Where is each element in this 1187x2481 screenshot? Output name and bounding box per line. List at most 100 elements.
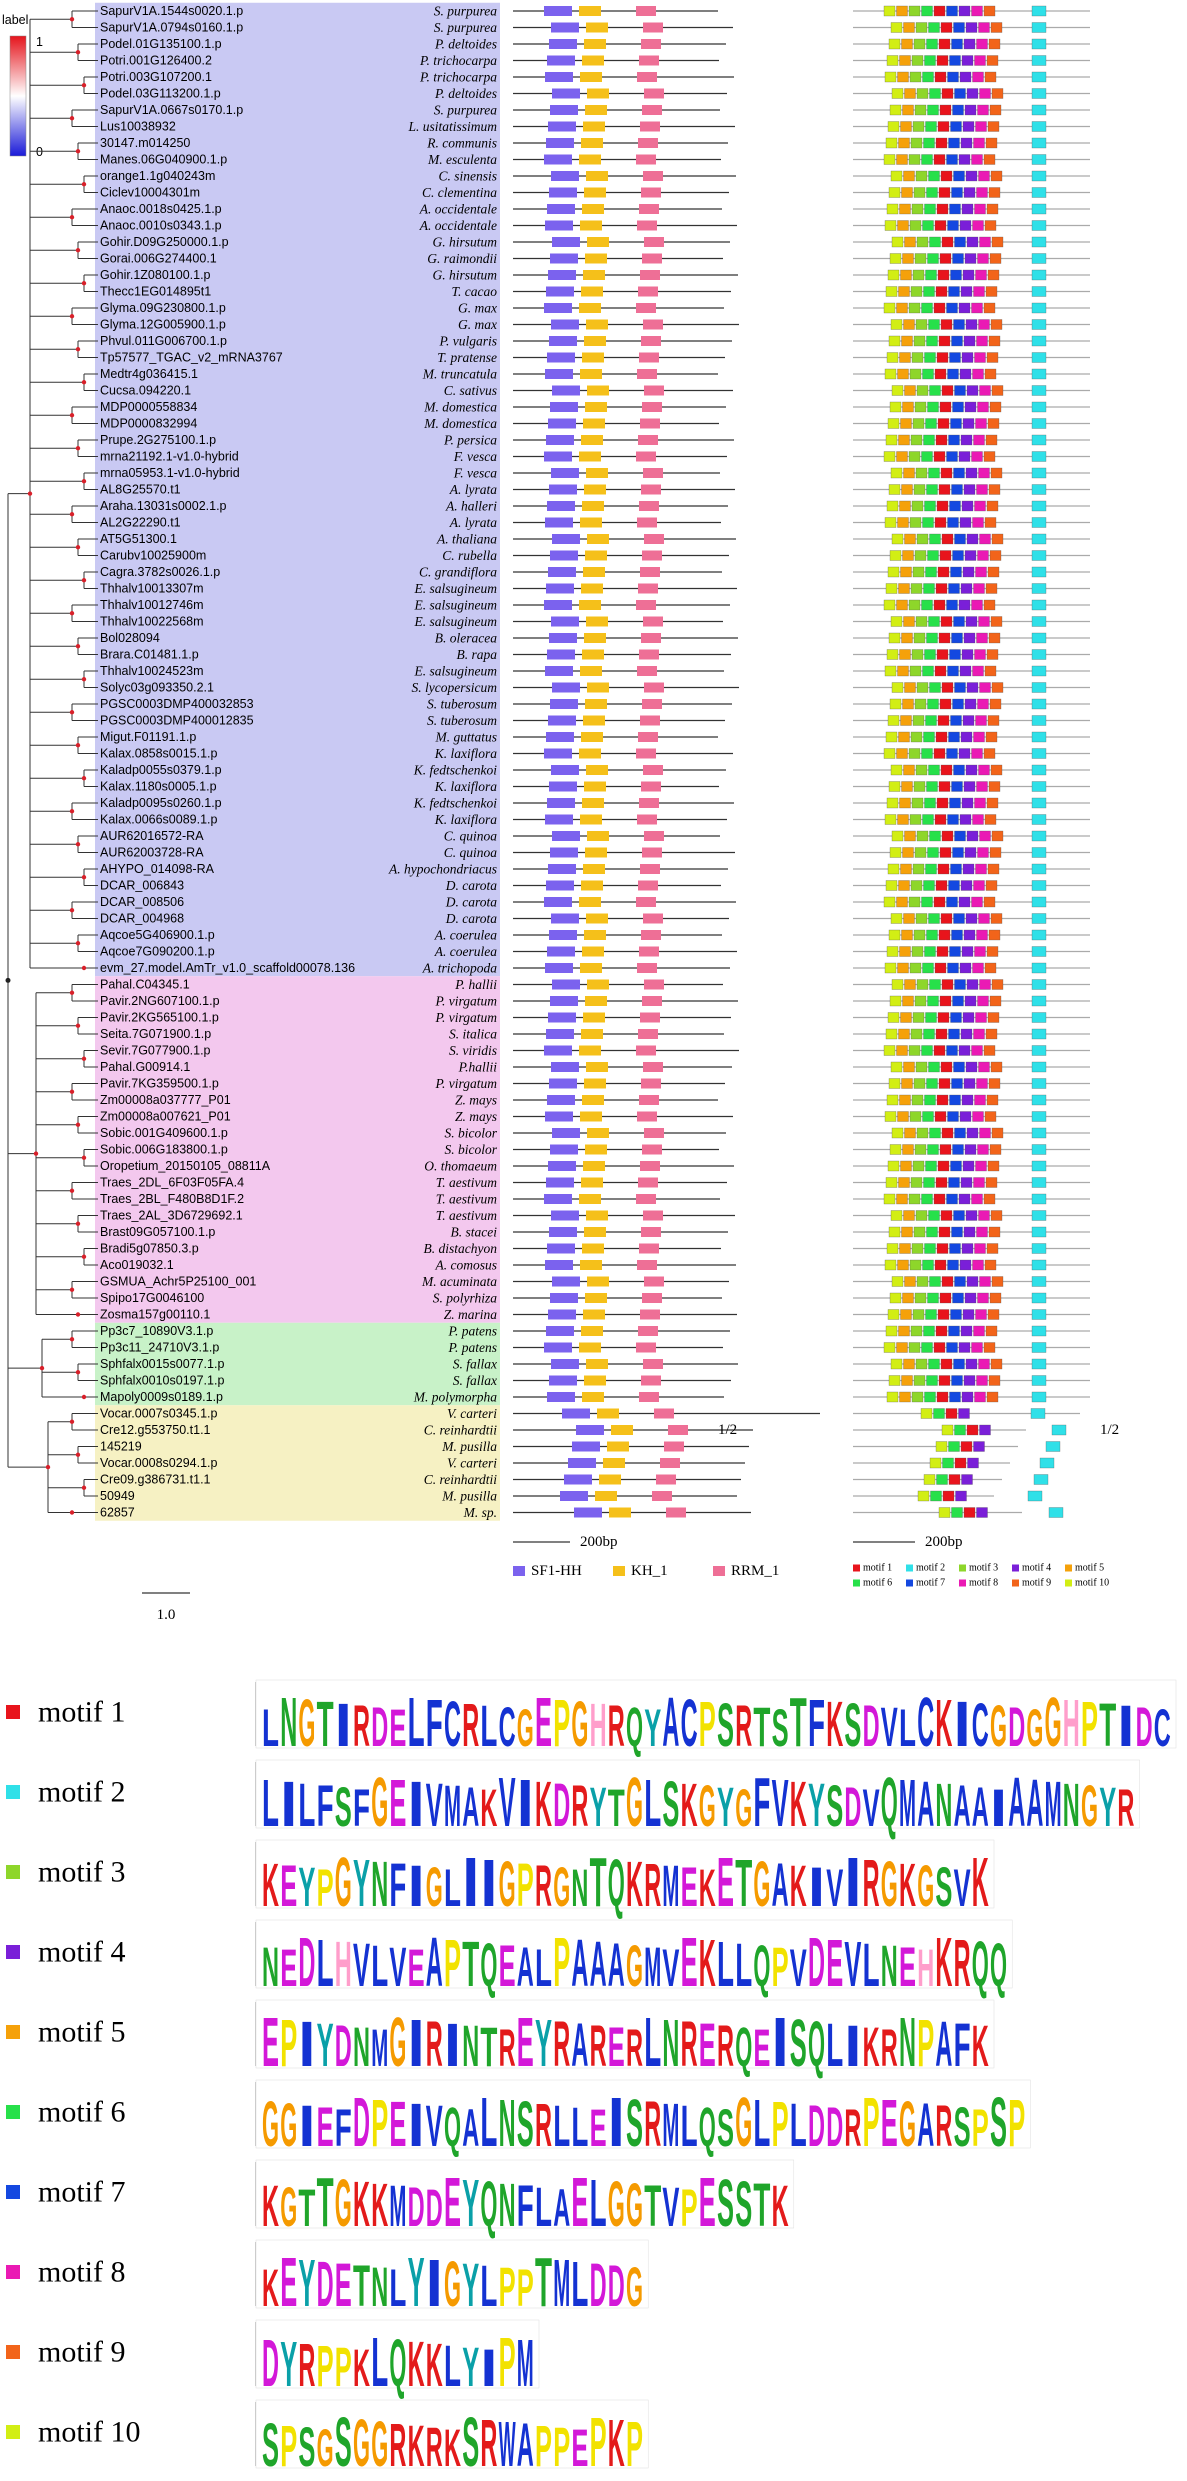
motif-box — [987, 418, 1000, 429]
logo-letter: D — [863, 1693, 880, 1758]
gene-id: Traes_2BL_F480B8D1F.2 — [100, 1192, 244, 1206]
motif-box — [1031, 1325, 1047, 1337]
motif-box — [963, 484, 976, 495]
species-name: V. carteri — [447, 1456, 497, 1471]
motif-box — [984, 665, 997, 677]
domain-box — [547, 352, 575, 363]
domain-box — [644, 979, 664, 990]
motif-box — [966, 682, 979, 693]
motif-box — [891, 385, 904, 396]
motif-box — [960, 1028, 973, 1040]
logo-letter: R — [608, 1693, 625, 1758]
logo-letter: N — [662, 2005, 679, 2080]
tree-node — [75, 1312, 81, 1317]
domain-box — [642, 550, 662, 561]
domain-box — [545, 814, 573, 825]
motif-box — [914, 995, 927, 1007]
domain-box — [551, 1210, 579, 1221]
logo-frame — [255, 2399, 649, 2469]
tree-node — [75, 941, 81, 946]
motif-box — [1031, 5, 1047, 17]
gene-id: Kaladp0055s0379.1.p — [100, 763, 222, 777]
motif-box — [927, 253, 939, 264]
motif-box — [967, 1457, 979, 1469]
motif-box — [1031, 302, 1047, 314]
motif-box — [915, 616, 928, 627]
motif-box — [887, 269, 900, 281]
motif-swatch — [6, 2185, 20, 2199]
logo-letter: P — [681, 2179, 698, 2238]
logo-letter: V — [426, 1770, 443, 1839]
gene-id: mrna21192.1-v1.0-hybrid — [100, 450, 239, 464]
motif-box — [954, 385, 966, 396]
motif-box — [991, 979, 1004, 990]
domain-box — [641, 930, 661, 940]
domain-box — [549, 187, 577, 198]
motif-box — [939, 550, 952, 561]
motif-box — [902, 698, 914, 710]
logo-letter: E — [499, 1933, 516, 1998]
motif-box — [946, 451, 958, 462]
logo-letter: I — [426, 2245, 443, 2320]
domain-box — [548, 1161, 576, 1171]
motif-box — [972, 665, 984, 677]
motif-box — [891, 830, 904, 842]
logo-letter: P — [444, 1925, 461, 2000]
motif-box — [890, 1061, 903, 1073]
logo-letter: A — [590, 1929, 607, 2001]
species-name: S. tuberosum — [427, 713, 497, 728]
species-name: A. coerulea — [434, 944, 497, 959]
motif-box — [909, 814, 922, 825]
motif-box — [972, 368, 984, 380]
domain-box — [581, 732, 603, 742]
motif-box — [940, 22, 953, 33]
logo-letter: V — [426, 2093, 443, 2158]
domain-box — [668, 1425, 688, 1435]
tree-node — [81, 182, 87, 187]
domain-box — [550, 699, 578, 709]
motif-box — [941, 236, 954, 248]
domain-box — [638, 880, 658, 891]
species-name: C. quinoa — [444, 829, 498, 844]
tree-node — [69, 215, 75, 220]
motif-box — [977, 1144, 989, 1155]
logo-letter: A — [517, 2410, 534, 2479]
motif-box — [936, 1094, 949, 1106]
domain-box — [552, 237, 580, 247]
logo-letter: I — [298, 2009, 315, 2081]
logo-letter: P — [590, 2403, 607, 2481]
motif-box — [1031, 467, 1047, 479]
motif-box — [911, 946, 924, 957]
logo-frame — [255, 1919, 1013, 1989]
logo-letter: V — [863, 1779, 880, 1838]
domain-box — [549, 336, 577, 346]
motif-box — [991, 1276, 1004, 1287]
domain-box — [599, 1474, 621, 1485]
motif-box — [908, 896, 921, 908]
motif-box — [958, 1045, 971, 1056]
gene-id: 145219 — [100, 1440, 142, 1454]
motif-label: motif 7 — [38, 2176, 126, 2209]
motif-box — [951, 484, 963, 495]
motif-box — [904, 1276, 916, 1287]
motif-box — [1031, 1375, 1047, 1386]
logo-letter: G — [335, 2165, 352, 2240]
motif-swatch — [6, 2265, 20, 2279]
logo-letter: R — [353, 1693, 370, 1758]
species-name: M. guttatus — [434, 730, 497, 745]
logo-letter: L — [644, 2003, 661, 2081]
motif-box — [926, 781, 938, 792]
logo-letter: S — [335, 2403, 352, 2481]
motif-box — [951, 1507, 963, 1518]
logo-letter: L — [262, 1765, 279, 1840]
domain-box — [583, 715, 605, 726]
species-name: E. salsugineum — [414, 581, 498, 596]
motif-box — [962, 269, 975, 281]
domain-box — [579, 748, 601, 759]
gene-id: SapurV1A.1544s0020.1.p — [100, 4, 243, 18]
motif-box — [955, 1490, 967, 1502]
logo-letter: K — [699, 1859, 716, 1918]
motif-box — [934, 220, 947, 231]
species-name: M. domestica — [423, 400, 497, 415]
motif-box — [904, 88, 916, 99]
